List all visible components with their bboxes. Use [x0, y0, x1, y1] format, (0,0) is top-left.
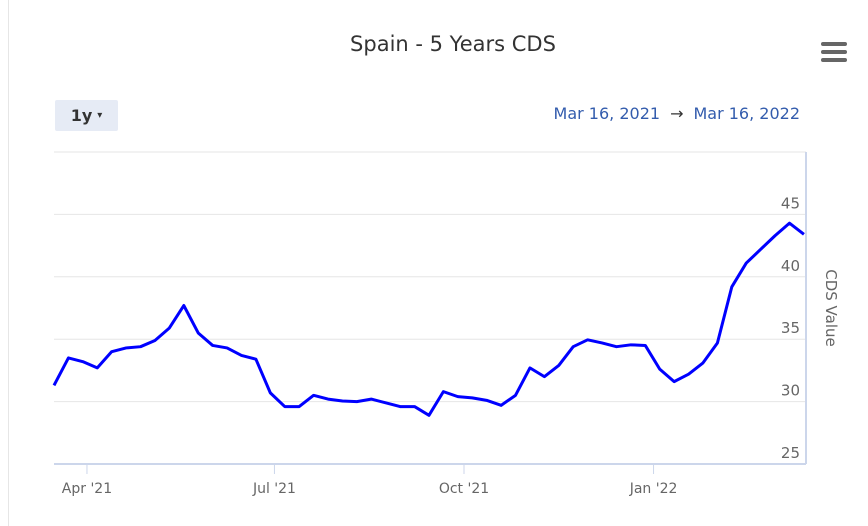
- range-label: 1y: [70, 106, 93, 125]
- chart-card: [8, 0, 868, 526]
- date-from[interactable]: Mar 16, 2021: [553, 104, 661, 123]
- y-tick-label: 35: [781, 319, 800, 337]
- series-line: [52, 221, 805, 417]
- arrow-right-icon: →: [670, 104, 684, 123]
- y-tick-label: 40: [781, 257, 800, 275]
- caret-down-icon: ▾: [97, 110, 103, 121]
- y-axis-title: CDS Value: [822, 269, 840, 347]
- x-tick-label: Jul '21: [252, 481, 296, 497]
- date-range: Mar 16, 2021 → Mar 16, 2022: [554, 104, 800, 123]
- x-tick-label: Apr '21: [62, 481, 112, 497]
- y-tick-label: 45: [781, 194, 800, 212]
- y-tick-label: 25: [781, 444, 800, 462]
- x-tick-label: Oct '21: [439, 481, 489, 497]
- date-to[interactable]: Mar 16, 2022: [693, 104, 800, 123]
- chart-title: Spain - 5 Years CDS: [350, 32, 556, 56]
- y-tick-label: 30: [781, 382, 800, 400]
- range-selector-button[interactable]: 1y ▾: [55, 100, 118, 131]
- hamburger-menu-icon[interactable]: [821, 42, 847, 64]
- x-tick-label: Jan '22: [629, 481, 678, 497]
